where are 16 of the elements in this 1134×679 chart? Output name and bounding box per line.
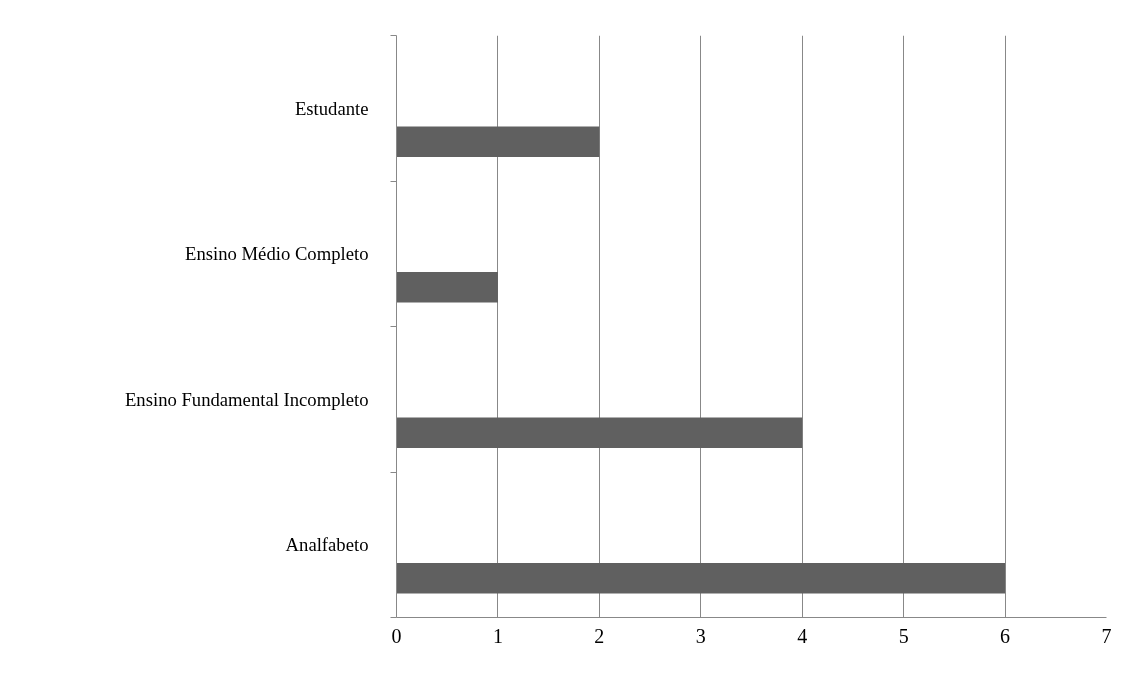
y-tick-label: Ensino Médio Completo — [185, 243, 369, 265]
y-tick-label: Ensino Fundamental Incompleto — [124, 388, 369, 410]
y-tick-label: Analfabeto — [285, 534, 369, 556]
x-tick-label: 3 — [695, 624, 706, 647]
x-tick-label: 4 — [797, 624, 808, 647]
x-tick-label: 5 — [898, 624, 909, 647]
x-tick-label: 6 — [1000, 624, 1011, 647]
x-tick-label: 0 — [391, 624, 402, 647]
x-tick-label: 2 — [594, 624, 605, 647]
bar — [396, 562, 1006, 594]
bar — [396, 417, 803, 448]
bar — [396, 271, 498, 303]
x-tick-label: 1 — [492, 624, 503, 647]
y-tick-label: Estudante — [294, 97, 369, 119]
bar — [396, 126, 600, 157]
x-tick-label: 7 — [1101, 624, 1112, 647]
